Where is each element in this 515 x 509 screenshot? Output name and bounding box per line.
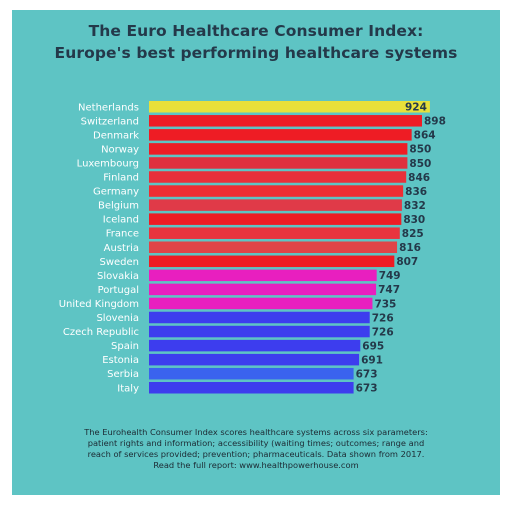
bar-france	[149, 227, 400, 239]
category-label-finland: Finland	[103, 173, 139, 184]
category-label-slovenia: Slovenia	[96, 313, 139, 324]
bar-germany	[149, 185, 404, 197]
value-label-norway: 850	[409, 144, 431, 156]
value-label-serbia: 673	[356, 369, 378, 381]
infographic-panel: The Euro Healthcare Consumer Index: Euro…	[12, 10, 500, 495]
bar-sweden	[149, 255, 395, 268]
bar-slovakia	[149, 269, 377, 282]
bar-netherlands	[149, 101, 430, 113]
value-label-sweden: 807	[396, 256, 418, 268]
value-label-luxembourg: 850	[409, 158, 431, 170]
bar-austria	[149, 241, 398, 253]
value-label-estonia: 691	[361, 354, 383, 366]
bar-switzerland	[149, 115, 422, 127]
value-label-czech-republic: 726	[372, 326, 394, 338]
value-label-slovakia: 749	[379, 270, 401, 282]
value-label-italy: 673	[356, 383, 378, 395]
value-label-austria: 816	[399, 242, 421, 254]
bar-italy	[149, 382, 354, 394]
category-label-serbia: Serbia	[107, 369, 139, 380]
category-label-luxembourg: Luxembourg	[77, 158, 139, 169]
category-label-united-kingdom: United Kingdom	[59, 299, 139, 310]
bar-slovenia	[149, 311, 370, 324]
bar-norway	[149, 143, 408, 155]
category-label-switzerland: Switzerland	[81, 116, 139, 127]
category-label-estonia: Estonia	[102, 355, 139, 366]
bar-spain	[149, 339, 361, 352]
category-label-germany: Germany	[93, 187, 139, 198]
category-label-slovakia: Slovakia	[97, 271, 139, 282]
bar-czech-republic	[149, 325, 370, 338]
chart-title-line-2: Europe's best performing healthcare syst…	[54, 44, 458, 62]
footnote: The Eurohealth Consumer Index scores hea…	[12, 427, 500, 471]
category-label-italy: Italy	[117, 383, 139, 394]
category-label-denmark: Denmark	[93, 130, 139, 141]
value-label-finland: 846	[408, 172, 430, 184]
footnote-line-4: Read the full report: www.healthpowerhou…	[153, 460, 359, 470]
category-label-czech-republic: Czech Republic	[63, 327, 139, 338]
footnote-line-3: reach of services provided; prevention; …	[87, 449, 425, 459]
bar-iceland	[149, 213, 402, 225]
value-label-united-kingdom: 735	[374, 298, 396, 310]
bar-estonia	[149, 353, 360, 366]
value-label-spain: 695	[362, 340, 384, 352]
value-label-iceland: 830	[403, 214, 425, 226]
category-label-iceland: Iceland	[103, 215, 139, 226]
value-label-belgium: 832	[404, 200, 426, 212]
value-label-switzerland: 898	[424, 116, 446, 128]
bar-united-kingdom	[149, 297, 373, 310]
category-label-austria: Austria	[104, 243, 139, 254]
category-label-netherlands: Netherlands	[78, 102, 139, 113]
bar-finland	[149, 171, 407, 183]
category-label-france: France	[106, 229, 139, 240]
value-label-germany: 836	[405, 186, 427, 198]
footnote-line-2: patient rights and information; accessib…	[87, 438, 425, 448]
category-label-portugal: Portugal	[98, 285, 139, 296]
bar-denmark	[149, 129, 412, 141]
category-label-spain: Spain	[111, 341, 139, 352]
value-label-netherlands: 924	[405, 102, 427, 114]
value-label-denmark: 864	[414, 130, 436, 142]
value-label-slovenia: 726	[372, 312, 394, 324]
chart-title-line-1: The Euro Healthcare Consumer Index:	[88, 22, 424, 40]
value-label-portugal: 747	[378, 284, 400, 296]
bar-luxembourg	[149, 157, 408, 169]
footnote-line-1: The Eurohealth Consumer Index scores hea…	[84, 427, 428, 437]
category-label-belgium: Belgium	[98, 201, 139, 212]
category-label-sweden: Sweden	[99, 257, 139, 268]
bar-portugal	[149, 283, 377, 296]
category-label-norway: Norway	[101, 144, 139, 155]
value-label-france: 825	[402, 228, 424, 240]
bar-belgium	[149, 199, 402, 211]
bar-chart: Netherlands 924 Switzerland 898 Denmark 864 No…	[59, 101, 446, 395]
bar-serbia	[149, 367, 354, 380]
